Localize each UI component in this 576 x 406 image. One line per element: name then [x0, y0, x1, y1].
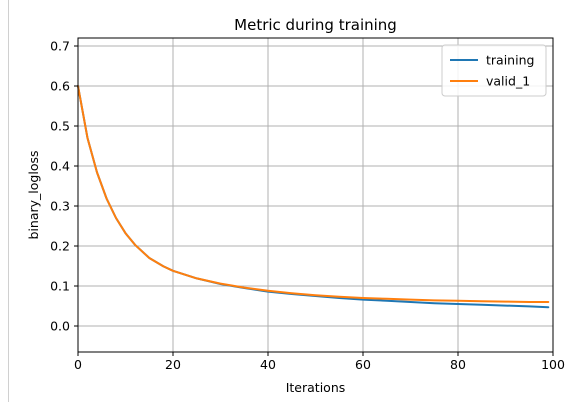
y-tick-label: 0.4 — [50, 159, 70, 174]
y-tick-label: 0.2 — [50, 239, 70, 254]
axis-ticks: 0 20 40 60 80 100 0.0 0.1 0.2 0.3 0.4 0.5 0.6 0.7 — [50, 39, 565, 373]
x-tick-label: 0 — [74, 357, 82, 372]
plot-area — [77, 37, 554, 353]
x-tick-label: 20 — [165, 357, 181, 372]
y-axis-label: binary_logloss — [26, 151, 41, 240]
legend: training valid_1 — [441, 44, 547, 97]
x-tick-label: 100 — [541, 357, 565, 372]
y-tick-label: 0.3 — [50, 199, 70, 214]
x-tick-label: 80 — [450, 357, 466, 372]
x-tick-label: 60 — [355, 357, 371, 372]
y-tick-label: 0.6 — [50, 79, 70, 94]
legend-label: training — [486, 53, 534, 68]
x-axis-label: Iterations — [286, 380, 346, 395]
series-lines — [77, 85, 550, 309]
legend-label: valid_1 — [486, 74, 530, 89]
page-divider — [8, 0, 9, 402]
series-line-valid-1 — [77, 85, 550, 303]
chart-title: Metric during training — [234, 16, 397, 34]
x-tick-label: 40 — [260, 357, 276, 372]
series-line-training — [77, 85, 550, 309]
legend-box — [441, 44, 547, 97]
y-tick-label: 0.7 — [50, 39, 70, 54]
y-tick-label: 0.1 — [50, 279, 70, 294]
y-tick-label: 0.0 — [50, 319, 70, 334]
y-tick-label: 0.5 — [50, 119, 70, 134]
